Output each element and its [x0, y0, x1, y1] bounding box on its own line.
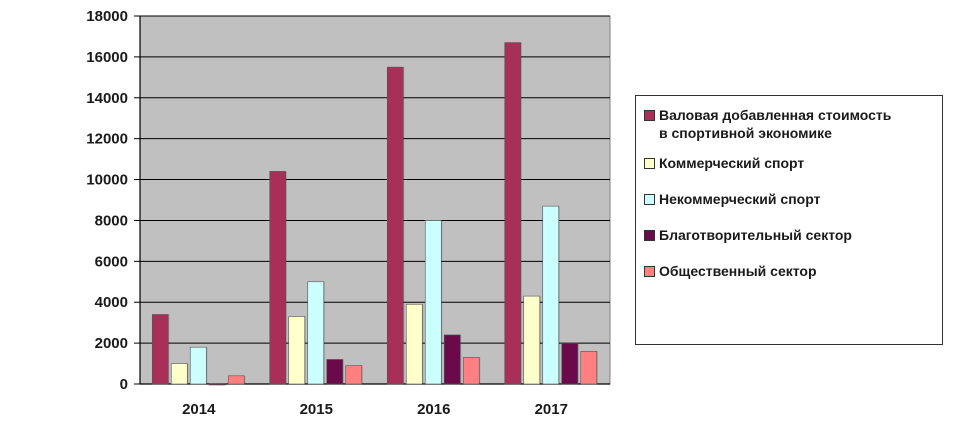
bar [307, 281, 325, 385]
bar [462, 357, 480, 385]
bar [561, 342, 579, 385]
bar [269, 171, 287, 385]
legend-item: Некоммерческий спорт [644, 190, 934, 208]
y-tick-label: 10000 [86, 172, 128, 189]
legend-item: Общественный сектор [644, 262, 934, 280]
legend-swatch [644, 194, 655, 205]
y-tick-label: 4000 [95, 294, 128, 311]
legend-item: Благотворительный сектор [644, 226, 934, 244]
y-tick-label: 16000 [86, 49, 128, 66]
y-tick-label: 8000 [95, 212, 128, 229]
x-category-label: 2015 [300, 401, 333, 416]
legend-swatch [644, 230, 655, 241]
x-category-label: 2016 [417, 401, 450, 416]
bar [405, 303, 423, 385]
y-tick-label: 18000 [86, 8, 128, 25]
x-category-label: 2017 [535, 401, 568, 416]
legend-swatch [644, 110, 655, 121]
legend-item: Валовая добавленная стоимость в спортивн… [644, 106, 934, 142]
bar [227, 375, 245, 385]
legend-label: Благотворительный сектор [659, 227, 852, 243]
bar [523, 295, 541, 385]
bar [189, 346, 207, 385]
y-tick-label: 2000 [95, 335, 128, 352]
legend-label: Некоммерческий спорт [659, 191, 821, 207]
bar [542, 205, 560, 385]
bar [326, 359, 344, 385]
legend-label: Коммерческий спорт [659, 155, 805, 171]
legend-label: Валовая добавленная стоимость в спортивн… [659, 107, 892, 141]
bar [504, 42, 522, 385]
bar [345, 365, 363, 385]
legend-swatch [644, 266, 655, 277]
bar [208, 383, 226, 386]
legend: Валовая добавленная стоимость в спортивн… [635, 95, 943, 345]
x-category-label: 2014 [182, 401, 216, 416]
y-tick-label: 0 [120, 376, 128, 393]
y-tick-label: 6000 [95, 253, 128, 270]
legend-label: Общественный сектор [659, 263, 817, 279]
bar [580, 350, 598, 385]
bar [170, 363, 188, 385]
y-tick-label: 12000 [86, 131, 128, 148]
bar [151, 314, 169, 385]
bar [424, 220, 442, 385]
y-tick-label: 14000 [86, 90, 128, 107]
bar [386, 66, 404, 385]
legend-swatch [644, 158, 655, 169]
bar [443, 334, 461, 385]
legend-item: Коммерческий спорт [644, 154, 934, 172]
bar [288, 316, 306, 385]
